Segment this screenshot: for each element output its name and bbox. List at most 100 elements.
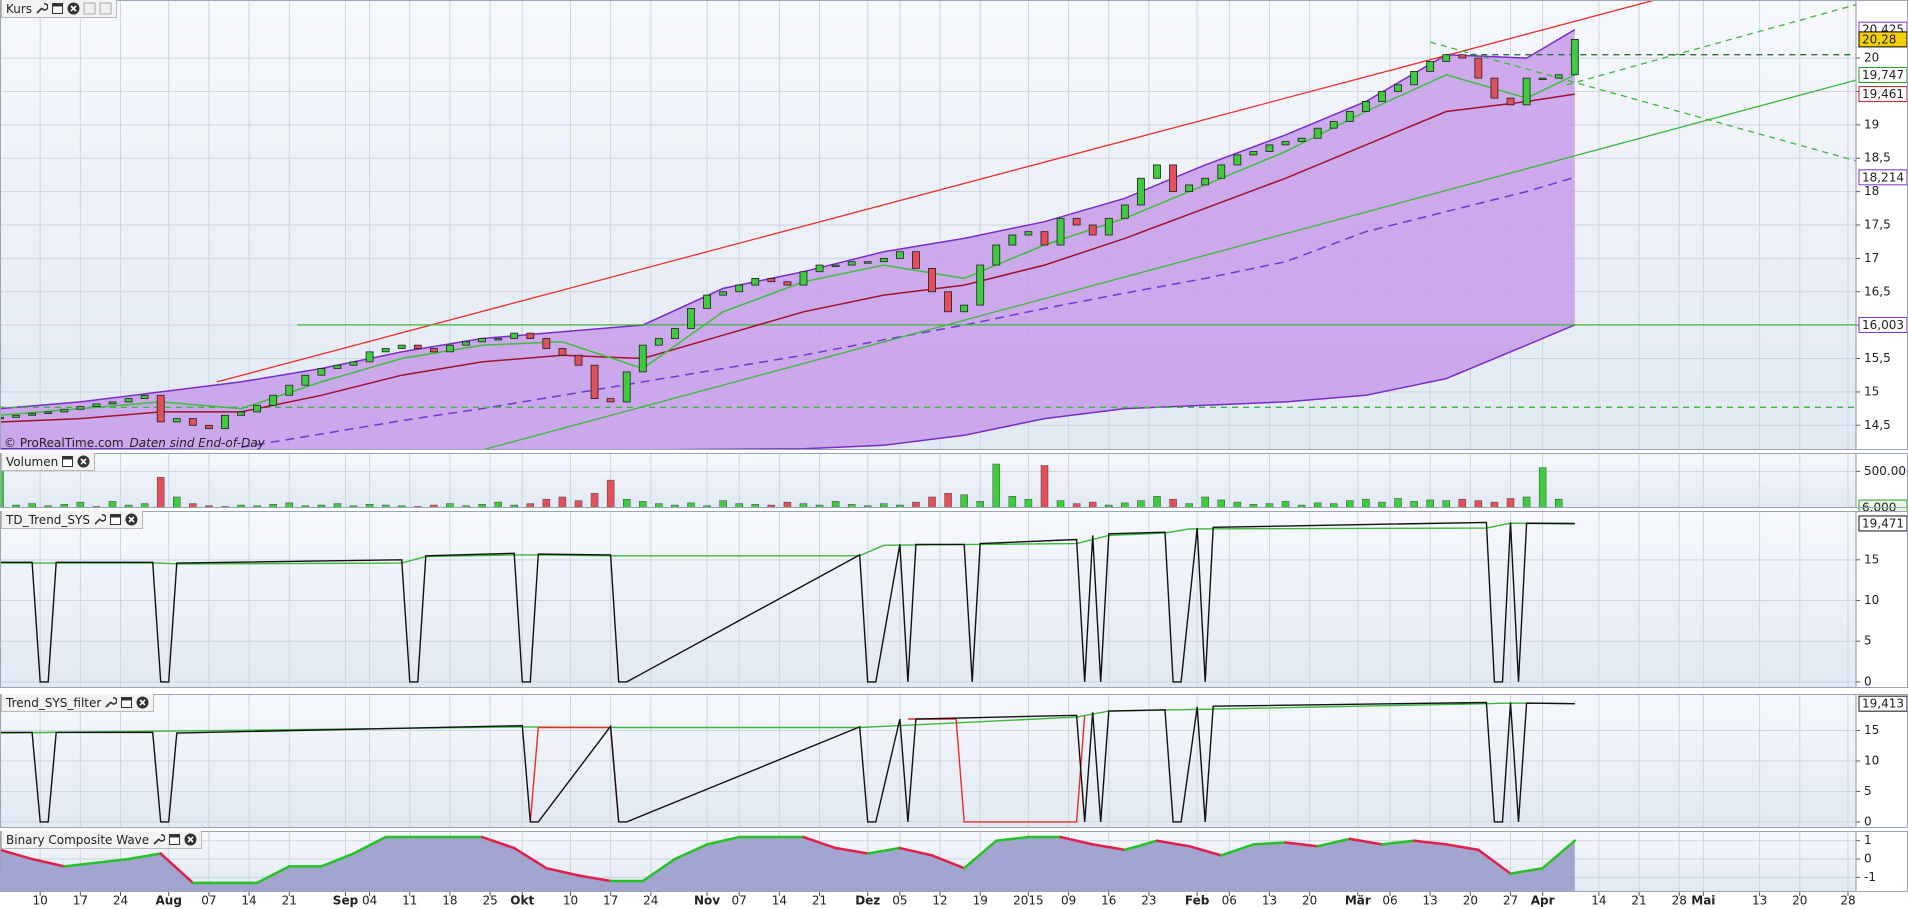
volume-bar: [896, 504, 904, 508]
indicator-line: [0, 522, 1575, 565]
y-tick-label: 14,5: [1864, 418, 1891, 432]
wave-segment: [673, 843, 709, 861]
wave-segment: [1316, 837, 1352, 848]
window-icon[interactable]: [51, 2, 64, 15]
zoom-icon[interactable]: [99, 2, 112, 15]
x-tick-label: Sep: [333, 894, 359, 908]
panel-title: Binary Composite Wave: [6, 832, 150, 847]
wave-area: [0, 837, 1575, 892]
candle: [1104, 217, 1113, 236]
candle: [1088, 224, 1097, 236]
close-icon[interactable]: [77, 455, 90, 468]
y-tick-label: 500.000: [1864, 464, 1908, 478]
candle: [172, 418, 181, 423]
x-tick-label: 24: [643, 894, 658, 908]
candle: [606, 398, 615, 403]
panel-header: Kurs: [1, 0, 118, 18]
x-tick-label: 05: [892, 894, 907, 908]
volume-bar: [1394, 498, 1402, 508]
x-tick-label: 06: [1382, 894, 1397, 908]
settings-icon[interactable]: [35, 2, 49, 15]
candle: [976, 264, 985, 306]
wave-segment: [866, 846, 902, 855]
candle: [301, 374, 310, 386]
y-tick-label: 15: [1864, 723, 1879, 737]
volume-bar: [1072, 503, 1081, 508]
volume-bar: [735, 503, 743, 508]
candle: [1538, 77, 1547, 81]
wave-segment: [1091, 843, 1127, 852]
candle: [1506, 97, 1515, 106]
close-icon[interactable]: [67, 2, 80, 15]
window-icon[interactable]: [168, 833, 181, 846]
envelope-band: [0, 29, 1575, 450]
volume-bar: [12, 504, 20, 508]
panel-title: TD_Trend_SYS: [6, 512, 90, 527]
volume-bar: [526, 503, 535, 508]
window-icon[interactable]: [120, 696, 133, 709]
candle: [638, 344, 647, 373]
candle: [510, 332, 519, 339]
zoom-icon[interactable]: [83, 2, 96, 15]
x-tick-label: 23: [1141, 894, 1156, 908]
x-tick-label: 13: [1423, 894, 1438, 908]
wave-segment: [63, 861, 98, 868]
volume-bar: [285, 502, 293, 508]
panel-plot: [0, 694, 1856, 828]
window-icon[interactable]: [61, 455, 74, 468]
long-average: [240, 176, 1576, 449]
candle: [574, 354, 583, 366]
candle: [285, 384, 294, 396]
candle: [253, 404, 262, 413]
window-icon[interactable]: [109, 513, 122, 526]
candle: [92, 403, 101, 408]
volume-bar: [944, 493, 952, 508]
wave-segment: [1284, 841, 1319, 848]
volume-bar: [140, 503, 149, 508]
candle: [1249, 151, 1258, 156]
volume-bar: [1265, 503, 1274, 508]
candle: [44, 411, 53, 414]
source-text: Daten sind End-of-Day: [130, 436, 266, 450]
candle: [671, 328, 679, 339]
settings-icon[interactable]: [152, 833, 166, 846]
volume-bar: [446, 503, 454, 508]
volume-bar: [542, 498, 551, 508]
candle: [992, 244, 1001, 266]
candle: [1153, 164, 1161, 179]
wave-segment: [159, 852, 195, 885]
volume-bar: [1346, 500, 1354, 508]
y-tick-label: 17: [1864, 251, 1879, 265]
settings-icon[interactable]: [93, 513, 106, 526]
candle: [60, 408, 69, 413]
x-tick-label: 13: [1752, 894, 1767, 908]
settings-icon[interactable]: [104, 696, 118, 709]
candle: [1570, 38, 1579, 76]
wave-segment: [1155, 839, 1191, 848]
close-icon[interactable]: [125, 513, 138, 526]
x-tick-label: 25: [482, 894, 497, 908]
wave-segment: [995, 835, 1030, 842]
x-tick-label: 20: [1463, 894, 1478, 908]
volume-bar: [1554, 498, 1563, 508]
x-tick-label: Mär: [1345, 894, 1371, 908]
indicator-line: [0, 701, 1575, 823]
candle: [333, 364, 342, 369]
wave-segment: [1412, 839, 1448, 846]
panel-title: Trend_SYS_filter: [6, 695, 102, 710]
x-tick-label: 07: [732, 894, 747, 908]
volume-bar: [1506, 498, 1515, 508]
volume-bar: [1137, 500, 1145, 508]
close-icon[interactable]: [184, 833, 197, 846]
x-tick-label: 19: [973, 894, 988, 908]
volume-bar: [237, 504, 245, 508]
volume-bar: [655, 503, 663, 508]
candle: [140, 394, 149, 399]
wave-segment: [834, 846, 869, 855]
x-tick-label: 16: [1101, 894, 1116, 908]
close-icon[interactable]: [136, 696, 149, 709]
x-tick-label: 17: [603, 894, 618, 908]
candle: [783, 281, 792, 286]
price-marker-label: 19,413: [1862, 697, 1904, 711]
